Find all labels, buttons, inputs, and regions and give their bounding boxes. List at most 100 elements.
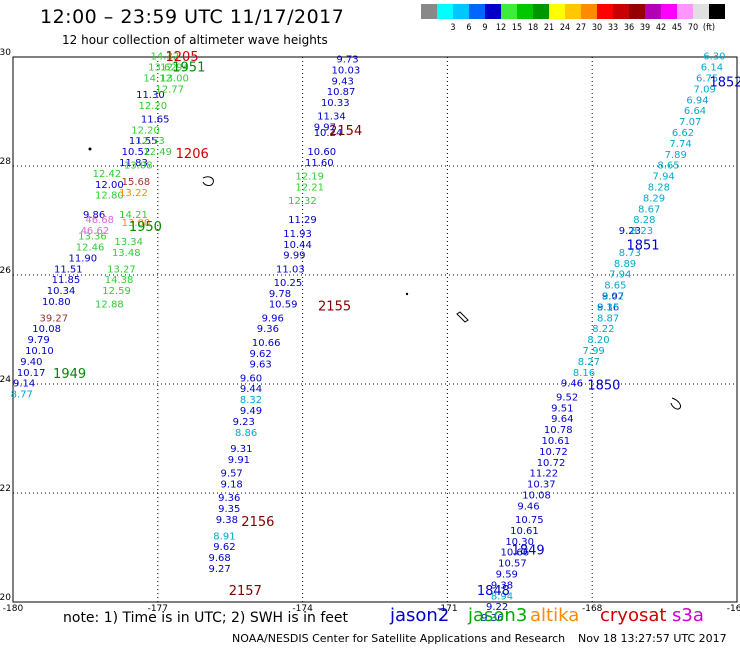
wave-height-value: 11.03 <box>276 264 305 275</box>
wave-height-value: 8.22 <box>592 324 614 335</box>
scale-swatch <box>533 4 549 19</box>
wave-height-value: 10.61 <box>542 436 571 447</box>
scale-swatch <box>453 4 469 19</box>
wave-height-value: 7.94 <box>609 270 631 281</box>
wave-height-value: 8.28 <box>633 215 655 226</box>
wave-height-value: 10.60 <box>307 147 336 158</box>
scale-swatch <box>629 4 645 19</box>
pass-time-label: 1850 <box>587 378 620 393</box>
credit-line: NOAA/NESDIS Center for Satellite Applica… <box>232 632 566 645</box>
wave-height-value: 7.07 <box>679 117 701 128</box>
wave-height-value: 14.21 <box>119 210 148 221</box>
pass-time-label: 2156 <box>241 515 274 530</box>
wave-height-value: 6.14 <box>701 63 723 74</box>
wave-height-value: 10.34 <box>47 286 76 297</box>
wave-height-value: 10.08 <box>522 490 551 501</box>
scale-label: 6 <box>466 23 472 33</box>
wave-height-value: 11.85 <box>52 275 81 286</box>
wave-height-value: 9.57 <box>221 469 243 480</box>
pass-time-label: 1950 <box>129 220 162 235</box>
wave-height-value: 9.31 <box>230 444 252 455</box>
wave-height-value: 6.62 <box>672 128 694 139</box>
wave-height-value: 12.94 <box>160 63 189 74</box>
pass-time-label: 1851 <box>626 238 659 253</box>
wave-height-value: 10.78 <box>544 425 573 436</box>
wave-height-value: 8.89 <box>614 259 636 270</box>
scale-swatch <box>565 4 581 19</box>
wave-height-value: 9.79 <box>27 335 49 346</box>
wave-height-value: 10.37 <box>527 480 556 491</box>
wave-height-value: 6.75 <box>696 74 718 85</box>
wave-height-value: 13.34 <box>114 237 143 248</box>
wave-height-value: 9.86 <box>83 210 105 221</box>
wave-height-value: 8.23 <box>631 226 653 237</box>
pass-time-label: 1206 <box>176 147 209 162</box>
wave-height-value: 9.64 <box>551 414 573 425</box>
wave-height-value: 11.51 <box>54 264 83 275</box>
pass-time-label: 2154 <box>329 124 362 139</box>
islet-dot <box>405 292 409 296</box>
wave-height-value: 11.83 <box>119 158 148 169</box>
wave-height-value: 8.65 <box>657 161 679 172</box>
wave-height-value: 7.89 <box>665 150 687 161</box>
wave-height-value: 10.24 <box>314 128 343 139</box>
lat-tick-label: 26 <box>0 266 11 276</box>
units-note: note: 1) Time is in UTC; 2) SWH is in fe… <box>63 610 349 626</box>
wave-height-value: 13.22 <box>119 188 148 199</box>
wave-height-value: 7.09 <box>694 84 716 95</box>
wave-height-value: 11.34 <box>317 112 346 123</box>
wave-height-value: 13.36 <box>78 232 107 243</box>
pass-time-label: 1949 <box>53 367 86 382</box>
wave-height-value: 14.38 <box>105 275 134 286</box>
island-shape <box>202 176 214 186</box>
wave-height-value: 39.27 <box>40 313 69 324</box>
wave-height-value: 10.03 <box>332 65 361 76</box>
wave-height-value: 12.80 <box>95 191 124 202</box>
wave-height-value: 11.55 <box>129 136 158 147</box>
wave-height-value: 11.29 <box>288 215 317 226</box>
wave-height-value: 14.12 <box>143 74 172 85</box>
wave-height-value: 9.44 <box>240 384 262 395</box>
legend-s3a: s3a <box>672 605 704 626</box>
scale-label: 39 <box>639 23 651 33</box>
wave-height-value: 10.72 <box>537 458 566 469</box>
pass-time-label: 1849 <box>512 544 545 559</box>
wave-height-value: 7.94 <box>653 172 675 183</box>
lat-tick-label: 20 <box>0 593 11 603</box>
wave-height-value: 10.80 <box>42 297 71 308</box>
wave-height-value: 8.20 <box>587 335 609 346</box>
wave-height-value: 10.61 <box>510 526 539 537</box>
wave-height-value: 10.66 <box>252 338 281 349</box>
wave-height-value: 12.59 <box>102 286 131 297</box>
scale-label: (ft) <box>702 23 716 33</box>
wave-height-value: 9.22 <box>486 602 508 613</box>
map-frame <box>12 56 738 603</box>
wave-height-value: 13.08 <box>124 161 153 172</box>
wave-height-value: 10.52 <box>122 147 151 158</box>
wave-height-value: 12.88 <box>95 300 124 311</box>
scale-label: 3 <box>450 23 456 33</box>
scale-label: 12 <box>495 23 507 33</box>
wave-height-value: 8.16 <box>573 368 595 379</box>
wave-height-value: 9.59 <box>496 569 518 580</box>
wave-height-value: 13.00 <box>160 74 189 85</box>
scale-label: 9 <box>482 23 488 33</box>
lat-tick-label: 28 <box>0 157 11 167</box>
wave-height-value: 9.35 <box>218 504 240 515</box>
wave-height-value: 9.23 <box>619 226 641 237</box>
wave-height-value: 8.73 <box>619 248 641 259</box>
wave-height-value: 9.62 <box>250 349 272 360</box>
wave-height-value: 10.08 <box>32 324 61 335</box>
wave-height-value: 9.73 <box>336 54 358 65</box>
legend-jason3: jason3 <box>468 605 528 626</box>
wave-height-value: 13.27 <box>107 264 136 275</box>
legend-cryosat: cryosat <box>600 605 667 626</box>
wave-height-value: 9.36 <box>218 493 240 504</box>
scale-swatch <box>581 4 597 19</box>
lon-tick-label: -180 <box>3 604 24 614</box>
wave-height-value: 11.30 <box>136 90 165 101</box>
wave-height-value: 12.00 <box>95 180 124 191</box>
wave-height-value: 10.17 <box>17 368 46 379</box>
lon-tick-label: -168 <box>582 604 603 614</box>
